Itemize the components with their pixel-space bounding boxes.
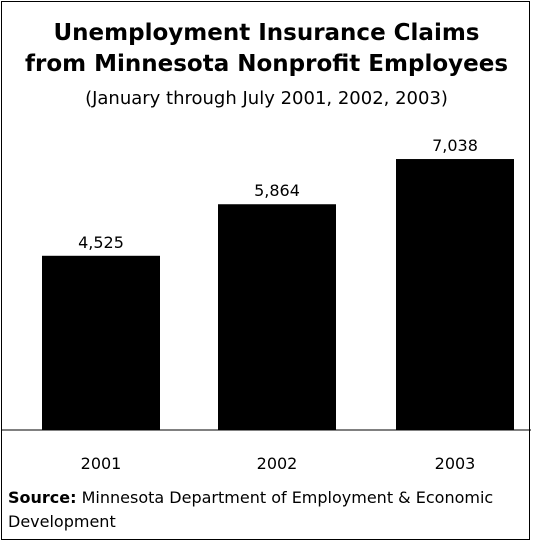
x-tick-label-2002: 2002: [257, 454, 298, 473]
chart-title-line-1: Unemployment Insurance Claims: [53, 20, 480, 46]
chart-subtitle: (January through July 2001, 2002, 2003): [85, 88, 448, 109]
bar-2003: [396, 159, 514, 431]
source-label: Source:: [8, 488, 77, 507]
source-text: Minnesota Department of Employment & Eco…: [8, 488, 494, 531]
chart-title-line-2: from Minnesota Nonprofit Employees: [24, 51, 509, 77]
x-tick-label-2003: 2003: [435, 454, 476, 473]
x-tick-label-2001: 2001: [81, 454, 122, 473]
bar-chart: 4,525 2001 5,864 2002 7,038 2003: [2, 136, 531, 473]
data-label-2003: 7,038: [432, 136, 478, 155]
bar-2001: [42, 255, 160, 430]
data-label-2002: 5,864: [254, 181, 300, 200]
bar-2002: [218, 204, 336, 430]
data-label-2001: 4,525: [78, 233, 124, 252]
source-note: Source: Minnesota Department of Employme…: [8, 486, 523, 534]
